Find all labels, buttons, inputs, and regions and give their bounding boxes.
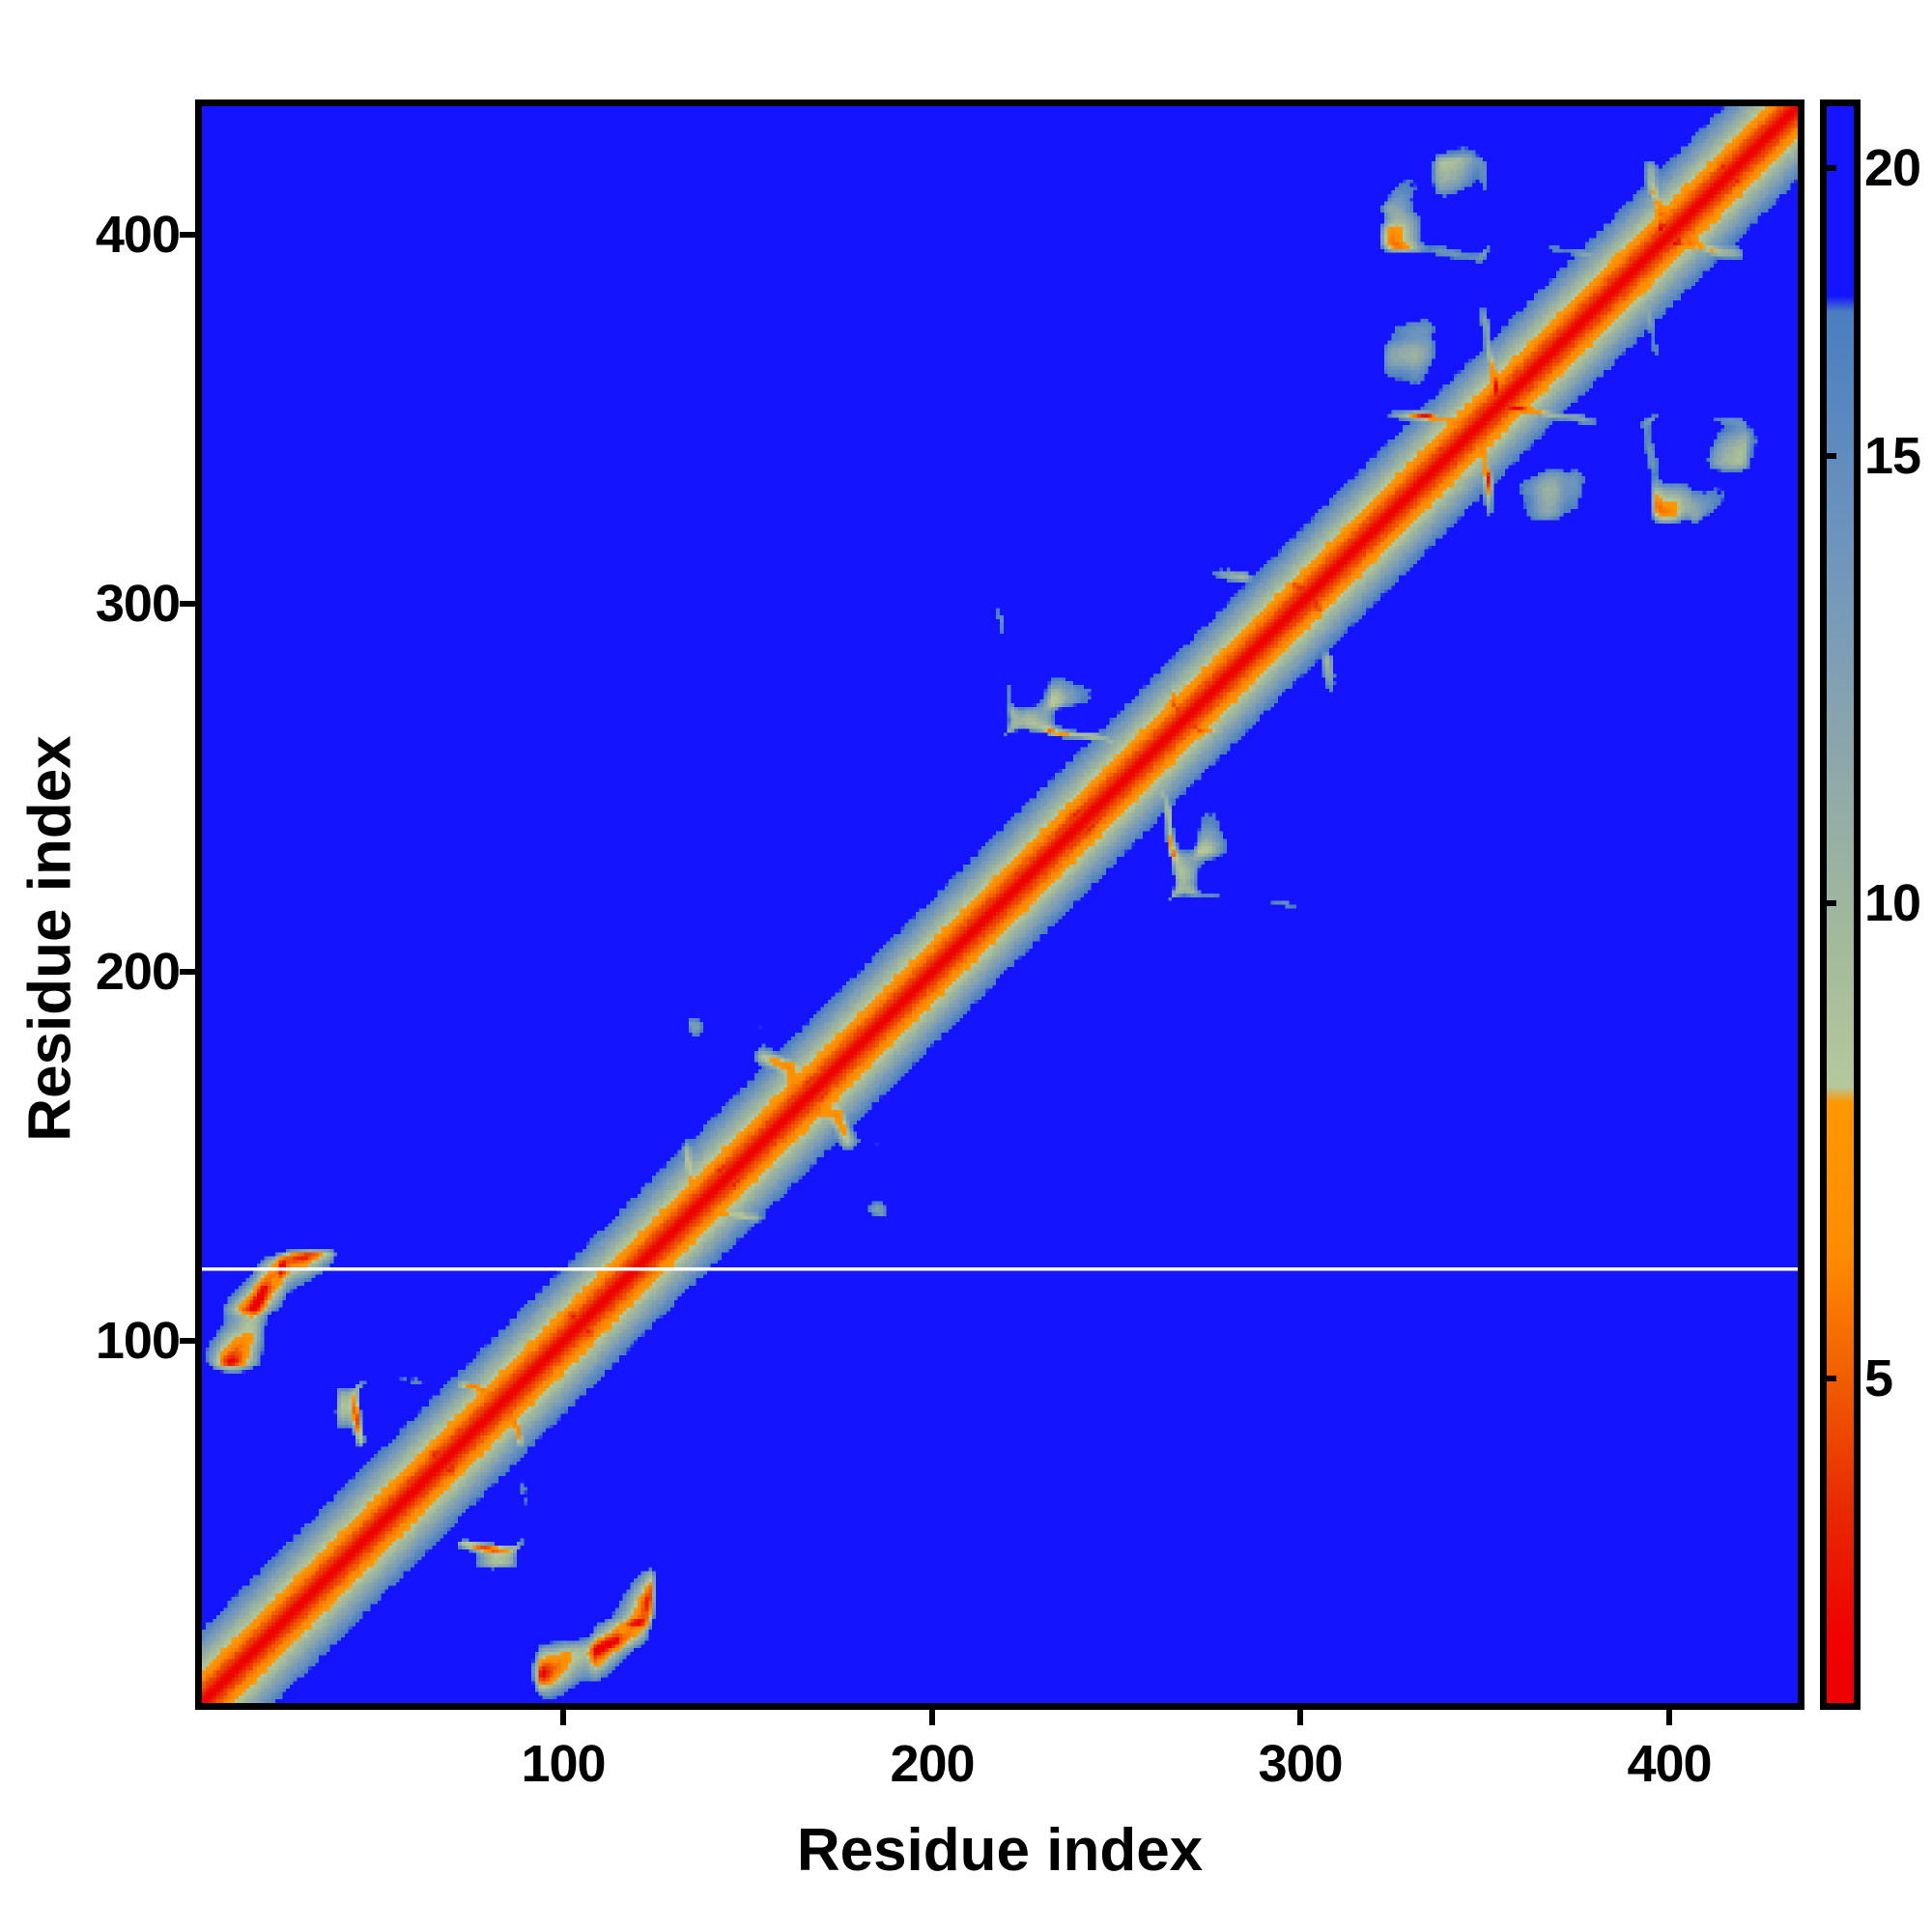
y-tick-mark-400 — [180, 232, 195, 238]
colorbar-tick-label-15: 15 — [1864, 427, 1921, 485]
heatmap-plot-area — [195, 99, 1804, 1710]
x-tick-mark-200 — [929, 1710, 935, 1725]
y-tick-mark-200 — [180, 969, 195, 975]
colorbar-tick-mark-5 — [1820, 1376, 1836, 1381]
x-axis-title: Residue index — [796, 1817, 1204, 1884]
y-tick-label-200: 200 — [95, 943, 181, 1001]
x-tick-mark-400 — [1666, 1710, 1672, 1725]
colorbar-tick-mark-10 — [1820, 900, 1836, 906]
distance-map-canvas — [202, 106, 1798, 1703]
y-axis-title: Residue index — [16, 735, 84, 1142]
x-tick-label-100: 100 — [521, 1735, 606, 1793]
x-tick-label-400: 400 — [1627, 1735, 1712, 1793]
x-tick-mark-300 — [1297, 1710, 1303, 1725]
x-tick-mark-100 — [560, 1710, 566, 1725]
colorbar-tick-label-10: 10 — [1864, 874, 1921, 932]
colorbar-tick-mark-15 — [1820, 453, 1836, 459]
x-tick-label-300: 300 — [1258, 1735, 1343, 1793]
y-tick-mark-100 — [180, 1338, 195, 1344]
y-tick-label-300: 300 — [95, 575, 181, 633]
x-tick-label-200: 200 — [890, 1735, 975, 1793]
y-tick-mark-300 — [180, 601, 195, 607]
colorbar-tick-label-20: 20 — [1864, 139, 1921, 197]
y-tick-label-400: 400 — [95, 206, 181, 264]
colorbar-tick-label-5: 5 — [1864, 1350, 1893, 1407]
y-tick-label-100: 100 — [95, 1312, 181, 1370]
colorbar-tick-mark-20 — [1820, 165, 1836, 171]
